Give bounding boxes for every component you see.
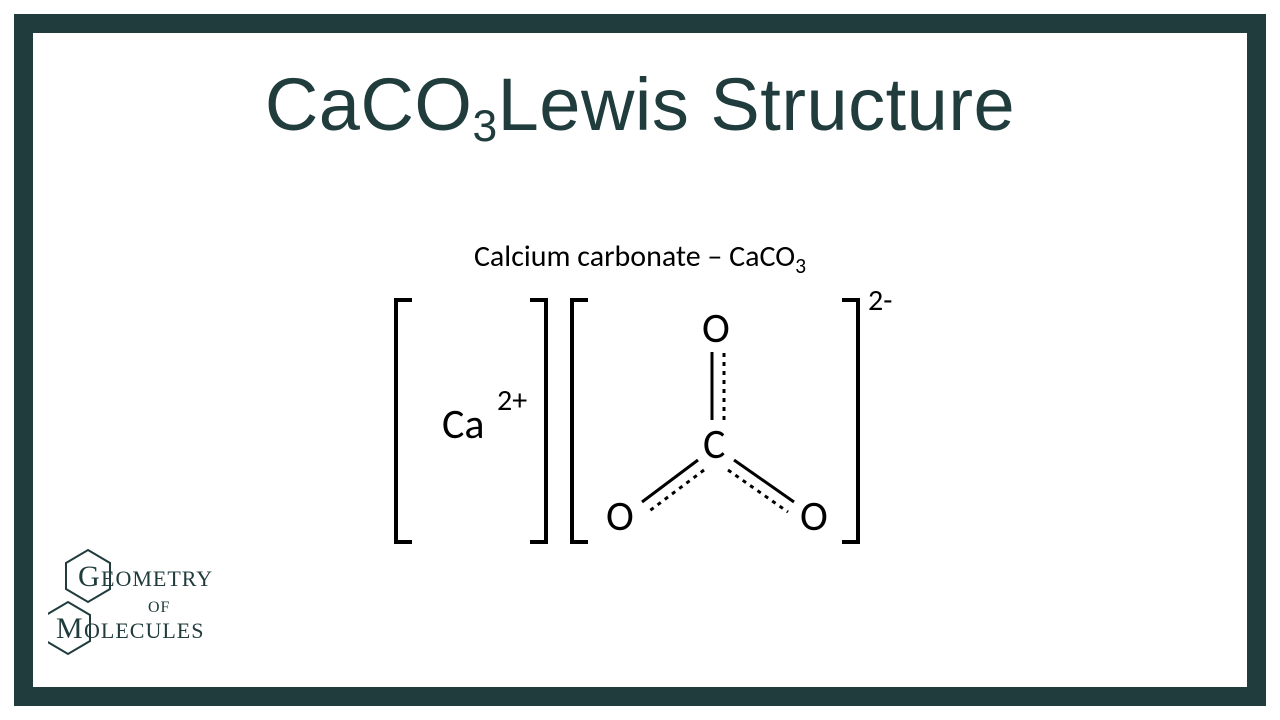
svg-text:O: O: [606, 491, 634, 542]
title-formula-pre: CaCO: [265, 63, 473, 146]
svg-text:OF: OF: [148, 599, 170, 616]
svg-text:Ca: Ca: [442, 399, 485, 450]
svg-text:2-: 2-: [868, 282, 892, 319]
svg-text:G: G: [78, 560, 100, 593]
title-rest: Lewis Structure: [498, 63, 1015, 146]
svg-text:EOMETRY: EOMETRY: [101, 566, 213, 591]
svg-text:C: C: [703, 419, 725, 470]
brand-logo: G M EOMETRY OF OLECULES: [48, 546, 328, 686]
svg-text:O: O: [702, 303, 730, 354]
subtitle-sub: 3: [795, 252, 806, 279]
svg-text:2+: 2+: [497, 382, 527, 419]
svg-text:M: M: [56, 612, 83, 645]
svg-text:O: O: [800, 491, 828, 542]
svg-text:OLECULES: OLECULES: [84, 618, 204, 643]
title-formula-sub: 3: [472, 102, 497, 151]
subtitle-pre: Calcium carbonate – CaCO: [474, 238, 795, 275]
subtitle: Calcium carbonate – CaCO3: [0, 238, 1280, 279]
page-title: CaCO3Lewis Structure: [0, 62, 1280, 152]
